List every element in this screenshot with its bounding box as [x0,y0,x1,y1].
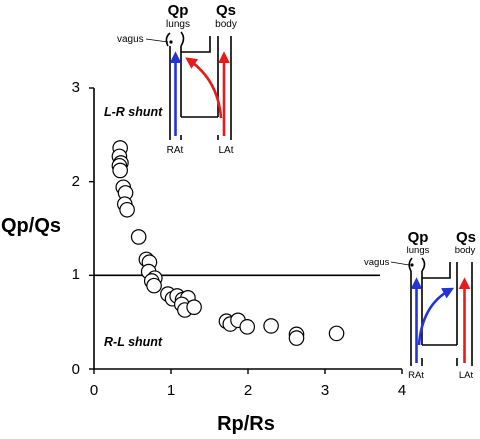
data-point-31 [328,325,345,342]
rl-qs-label: Qs [456,229,476,246]
lr-vagus-label: vagus [117,34,144,45]
x-tick-label-1: 1 [167,382,175,399]
rl-lungs-label: lungs [407,245,430,256]
x-tick-label-4: 4 [398,382,406,399]
y-tick-labels: 0 1 2 3 [72,79,80,378]
lr-rat-label: RAt [167,145,184,156]
y-axis-title: Qp/Qs [1,215,61,237]
rl-vagus-dot [410,263,414,267]
data-point-4 [112,162,128,179]
lr-shunt-flow-arrow [185,57,223,119]
x-axis-title: Rp/Rs [217,413,275,435]
rl-shunt-flow-arrow [417,287,455,346]
rl-vessel-walls [410,262,473,366]
lr-vessel-walls [169,36,232,140]
lr-vagus-pointer [145,38,169,43]
y-tick-label-0: 0 [72,361,80,378]
lr-shunt-diagram: Qp lungs Qs body vagus RAt LAt [117,2,237,156]
lr-lat-label: LAt [218,145,233,156]
x-tick-label-2: 2 [244,382,252,399]
x-tick-labels: 0 1 2 3 4 [90,382,406,399]
lr-shunt-label: L-R shunt [104,105,163,119]
lr-qp-label: Qp [168,2,189,19]
axes [89,87,403,374]
data-point-30 [288,330,305,346]
data-points [111,140,345,346]
lr-body-label: body [215,19,237,30]
y-tick-label-3: 3 [72,79,80,96]
data-point-8 [119,201,135,218]
rl-shunt-diagram: Qp lungs Qs body vagus RAt LAt [364,229,476,381]
lr-lungs-label: lungs [166,19,190,30]
rl-body-label: body [455,245,476,256]
rl-rat-label: RAt [408,370,424,381]
y-tick-label-2: 2 [72,173,80,190]
lr-pulmonary-valve [165,31,185,47]
data-point-9 [130,229,147,245]
rl-pulmonary-valve [408,257,426,272]
y-tick-label-1: 1 [72,266,80,283]
data-point-27 [239,319,256,335]
rl-qp-label: Qp [408,229,429,246]
rl-vagus-pointer [390,261,410,266]
lr-vagus-dot [169,40,173,44]
x-tick-label-0: 0 [90,382,98,399]
rl-lat-label: LAt [459,370,474,381]
tick-marks [89,87,403,374]
lr-qs-label: Qs [216,2,236,19]
rl-vagus-label: vagus [364,257,390,268]
x-tick-label-3: 3 [321,382,329,399]
rl-shunt-label: R-L shunt [104,335,163,349]
data-point-15 [146,277,162,294]
data-point-28 [263,318,279,334]
data-point-23 [186,299,202,315]
